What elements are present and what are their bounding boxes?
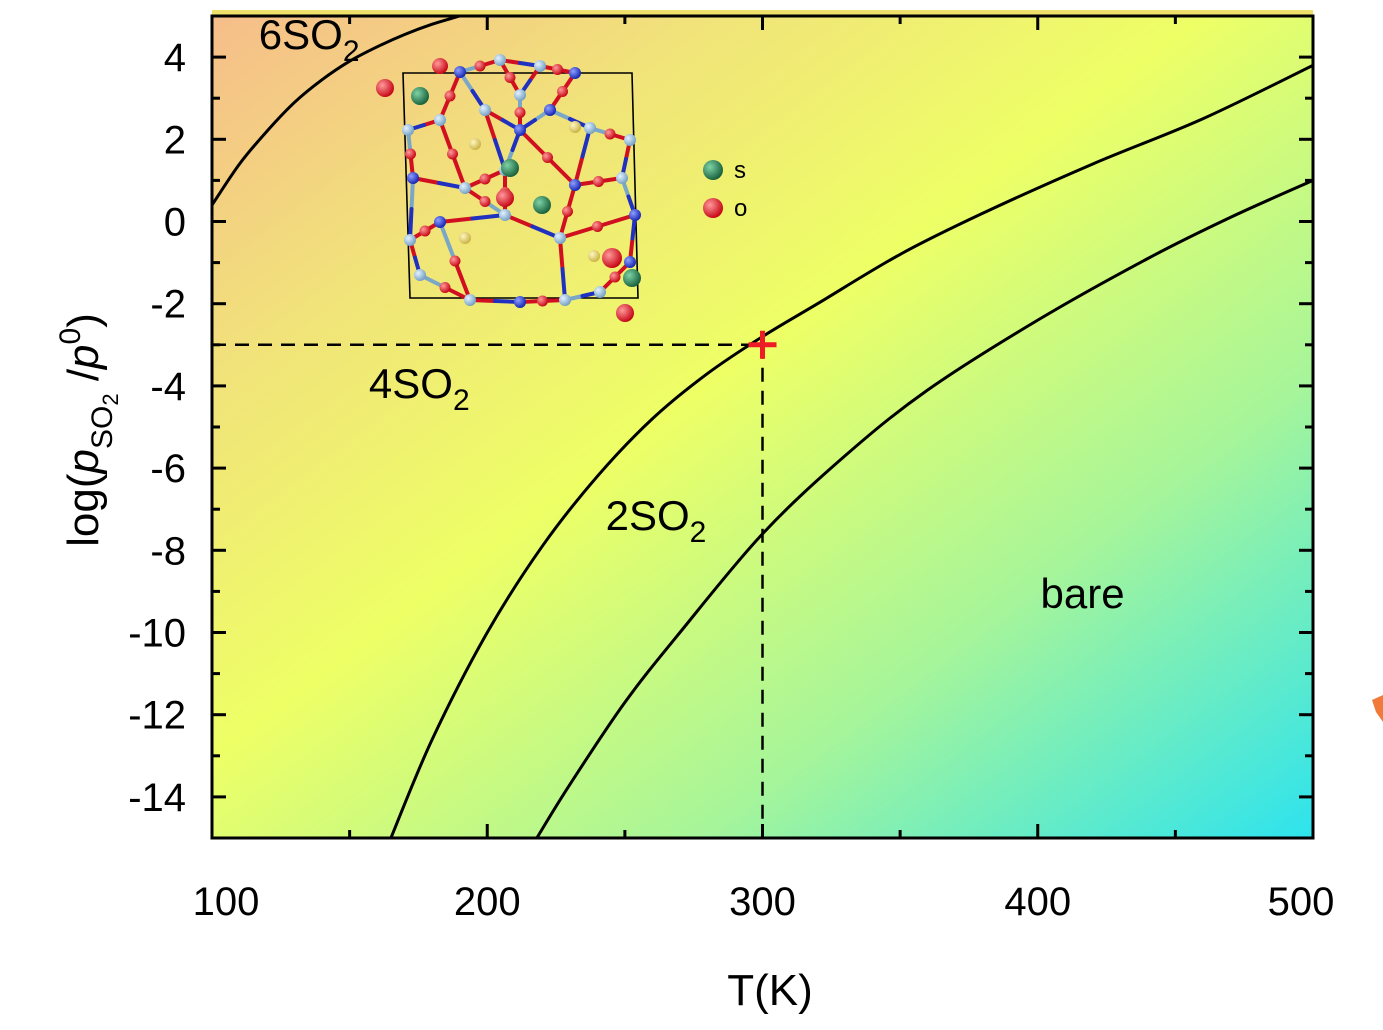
x-tick-label: 100 bbox=[193, 880, 260, 924]
y-tick-label: -8 bbox=[150, 529, 186, 573]
region-label-3: 2SO2 bbox=[606, 492, 707, 549]
region-label-1: 6SO2 bbox=[259, 11, 360, 68]
edge-artifact bbox=[1372, 695, 1383, 722]
marker-plus bbox=[748, 330, 777, 359]
x-tick-label: 200 bbox=[454, 880, 521, 924]
y-tick-label: 0 bbox=[164, 201, 186, 245]
x-tick-label: 300 bbox=[729, 880, 796, 924]
region-label-4: bare bbox=[1041, 570, 1125, 617]
y-tick-label: -10 bbox=[128, 612, 186, 656]
boundary-line-1 bbox=[212, 16, 465, 206]
boundary-line-3 bbox=[535, 179, 1313, 838]
region-label-2: 4SO2 bbox=[369, 360, 470, 417]
legend-label-s: s bbox=[734, 157, 746, 184]
y-tick-label: -6 bbox=[150, 447, 186, 491]
crystal-structure-inset bbox=[376, 54, 641, 322]
boundary-line-2 bbox=[389, 63, 1313, 838]
y-tick-label: -12 bbox=[128, 694, 186, 738]
legend-swatch-s bbox=[703, 160, 723, 180]
y-tick-label: -2 bbox=[150, 283, 186, 327]
y-tick-label: 4 bbox=[164, 36, 186, 80]
x-axis-title: T(K) bbox=[727, 966, 813, 1015]
top-band bbox=[212, 10, 1313, 16]
y-tick-label: 2 bbox=[164, 118, 186, 162]
legend-swatch-o bbox=[703, 198, 723, 218]
x-tick-label: 400 bbox=[1004, 880, 1071, 924]
x-tick-label: 500 bbox=[1268, 880, 1335, 924]
y-axis-title: log(pSO2 /p0) bbox=[54, 313, 123, 547]
y-tick-label: -4 bbox=[150, 365, 186, 409]
legend-label-o: o bbox=[734, 195, 747, 222]
y-tick-label: -14 bbox=[128, 776, 186, 820]
